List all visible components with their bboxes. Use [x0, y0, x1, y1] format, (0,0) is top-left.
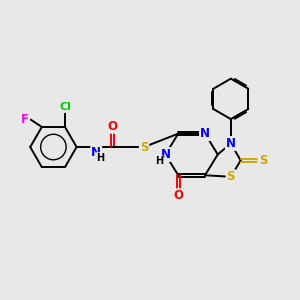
Text: H: H [96, 153, 104, 163]
Text: O: O [107, 120, 117, 133]
Text: N: N [91, 146, 101, 159]
Text: Cl: Cl [59, 102, 71, 112]
Text: O: O [173, 189, 183, 202]
Text: S: S [259, 154, 267, 167]
Text: N: N [226, 137, 236, 150]
Text: S: S [226, 170, 235, 183]
Text: N: N [200, 127, 210, 140]
Text: N: N [160, 148, 170, 161]
Text: H: H [155, 156, 163, 166]
Text: F: F [21, 113, 29, 126]
Text: S: S [140, 140, 148, 154]
